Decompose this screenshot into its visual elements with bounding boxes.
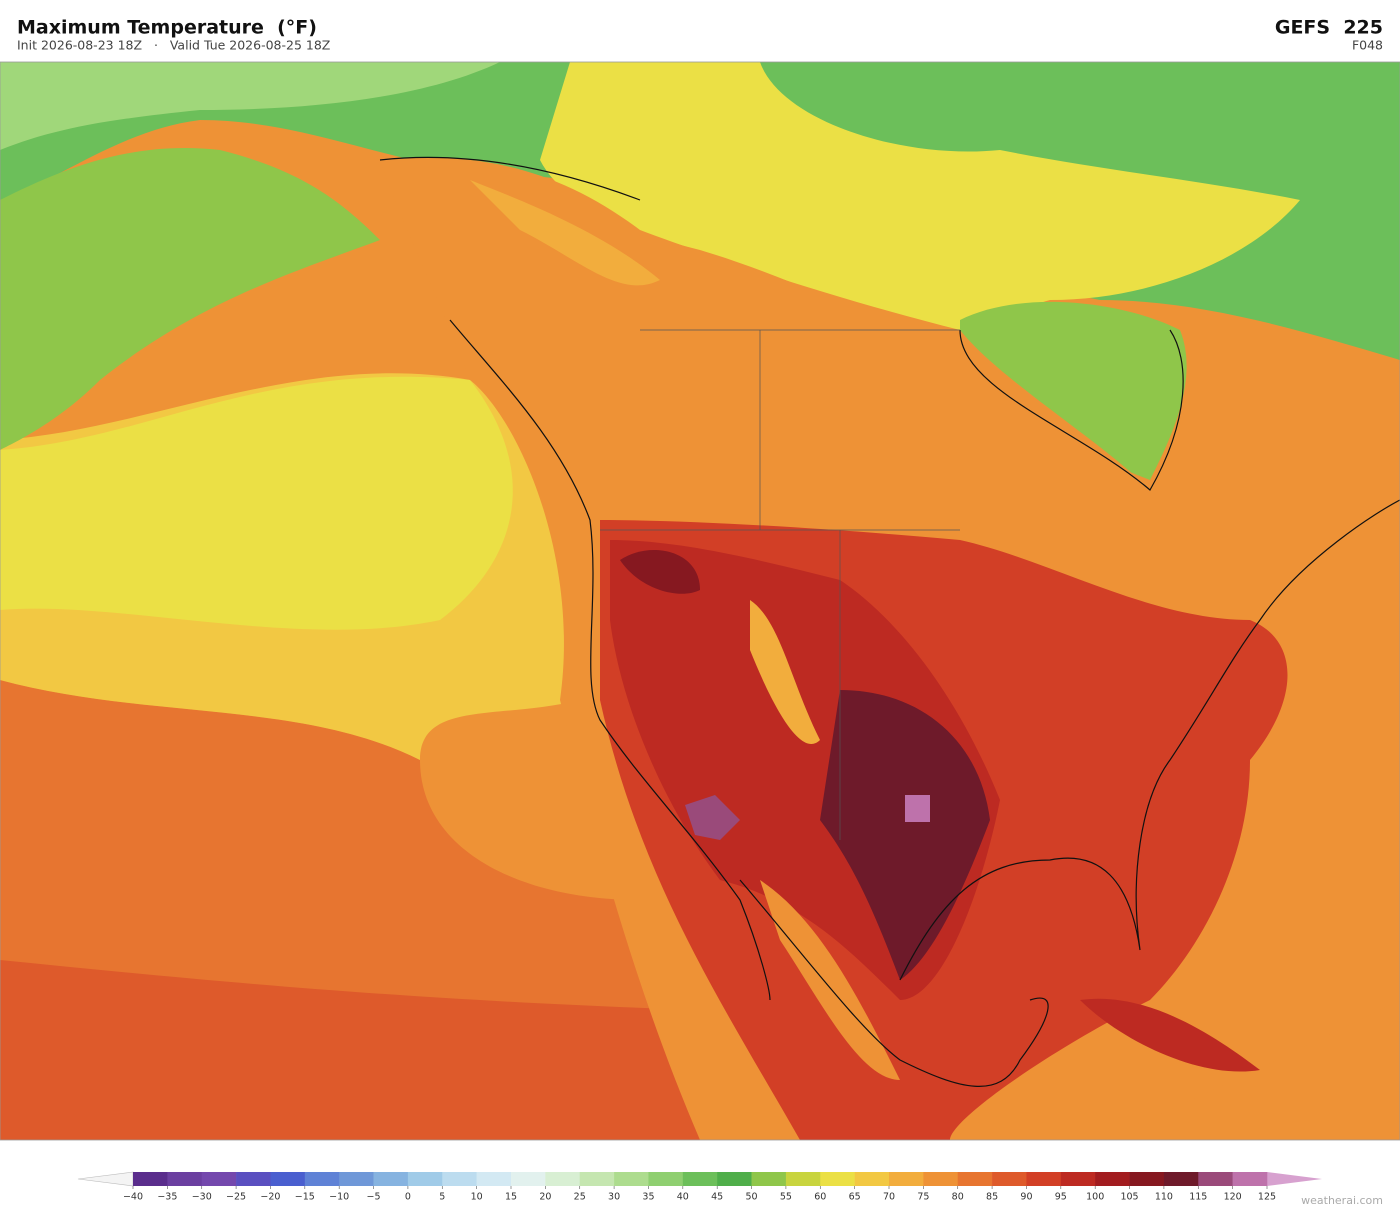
colorbar-bin: [923, 1172, 959, 1186]
forecast-hour: F048: [1352, 38, 1383, 53]
colorbar-bin: [579, 1172, 615, 1186]
colorbar-tick-label: 100: [1086, 1192, 1104, 1203]
colorbar-bin: [1198, 1172, 1233, 1186]
colorbar-tick-label: 65: [849, 1192, 861, 1203]
colorbar-tick-label: −25: [226, 1192, 246, 1203]
colorbar-tick-label: 95: [1055, 1192, 1067, 1203]
colorbar-bin: [373, 1172, 409, 1186]
colorbar-bin: [236, 1172, 271, 1186]
colorbar-tick-label: 55: [780, 1192, 792, 1203]
colorbar-tick-label: −40: [123, 1192, 143, 1203]
colorbar-bin: [442, 1172, 477, 1186]
colorbar-bin: [476, 1172, 512, 1186]
colorbar-tick-label: −15: [295, 1192, 315, 1203]
colorbar-tick-label: 115: [1189, 1192, 1207, 1203]
colorbar-tick-label: 75: [917, 1192, 929, 1203]
colorbar-bin: [201, 1172, 237, 1186]
colorbar-tick-label: −5: [367, 1192, 381, 1203]
colorbar-tick-label: 30: [608, 1192, 620, 1203]
colorbar-bin: [133, 1172, 168, 1186]
colorbar-tick-label: 80: [952, 1192, 964, 1203]
colorbar-bin: [957, 1172, 993, 1186]
colorbar-bin: [1060, 1172, 1096, 1186]
model: GEFS 225: [1275, 17, 1383, 39]
colorbar-tick-label: 5: [439, 1192, 445, 1203]
colorbar-bin: [682, 1172, 718, 1186]
colorbar-tick-label: 15: [505, 1192, 517, 1203]
colorbar-bin: [1163, 1172, 1199, 1186]
colorbar-bin: [992, 1172, 1027, 1186]
colorbar-bin: [614, 1172, 649, 1186]
colorbar-bin: [1129, 1172, 1165, 1186]
colorbar-bin: [717, 1172, 752, 1186]
colorbar-tick-label: 105: [1120, 1192, 1138, 1203]
colorbar-tick-label: −10: [329, 1192, 349, 1203]
colorbar-bin: [1095, 1172, 1130, 1186]
colorbar-bin: [407, 1172, 443, 1186]
colorbar-over: [1267, 1172, 1322, 1186]
colorbar-tick-label: 40: [677, 1192, 689, 1203]
colorbar-tick-label: 125: [1258, 1192, 1276, 1203]
colorbar: −40 −35 −30 −25 −20 −15 −10 −5 0 5 10 15 20 25 30 35 40 4…: [77, 1171, 1322, 1203]
colorbar-bin: [648, 1172, 684, 1186]
colorbar-bin: [1232, 1172, 1268, 1186]
colorbar-tick-label: 70: [883, 1192, 895, 1203]
colorbar-tick-label: 20: [539, 1192, 551, 1203]
colorbar-bin: [751, 1172, 787, 1186]
colorbar-tick-label: 110: [1155, 1192, 1173, 1203]
colorbar-tick-label: 10: [471, 1192, 483, 1203]
colorbar-under: [77, 1171, 134, 1187]
colorbar-bin: [889, 1172, 924, 1186]
title: Maximum Temperature (°F): [17, 17, 317, 39]
colorbar-bin: [545, 1172, 581, 1186]
colorbar-tick-label: −20: [260, 1192, 280, 1203]
colorbar-bin: [1026, 1172, 1062, 1186]
colorbar-tick-label: 0: [405, 1192, 411, 1203]
colorbar-tick-label: 50: [745, 1192, 757, 1203]
colorbar-tick-label: 25: [574, 1192, 586, 1203]
colorbar-bin: [270, 1172, 306, 1186]
watermark: weatherai.com: [1301, 1194, 1383, 1207]
subtitle: Init 2026-08-23 18Z · Valid Tue 2026-08-…: [17, 38, 330, 53]
colorbar-bin: [304, 1172, 340, 1186]
colorbar-tick-label: −30: [192, 1192, 212, 1203]
colorbar-bin: [339, 1172, 374, 1186]
colorbar-bin: [820, 1172, 855, 1186]
map: [0, 61, 1400, 1141]
colorbar-tick-label: 45: [711, 1192, 723, 1203]
colorbar-bin: [854, 1172, 890, 1186]
colorbar-tick-label: 90: [1020, 1192, 1032, 1203]
colorbar-tick-label: 35: [642, 1192, 654, 1203]
colorbar-bin: [511, 1172, 546, 1186]
colorbar-tick-label: 120: [1224, 1192, 1242, 1203]
colorbar-tick-label: −35: [157, 1192, 177, 1203]
colorbar-bin: [785, 1172, 821, 1186]
colorbar-tick-label: 60: [814, 1192, 826, 1203]
colorbar-tick-label: 85: [986, 1192, 998, 1203]
colorbar-bin: [167, 1172, 203, 1186]
